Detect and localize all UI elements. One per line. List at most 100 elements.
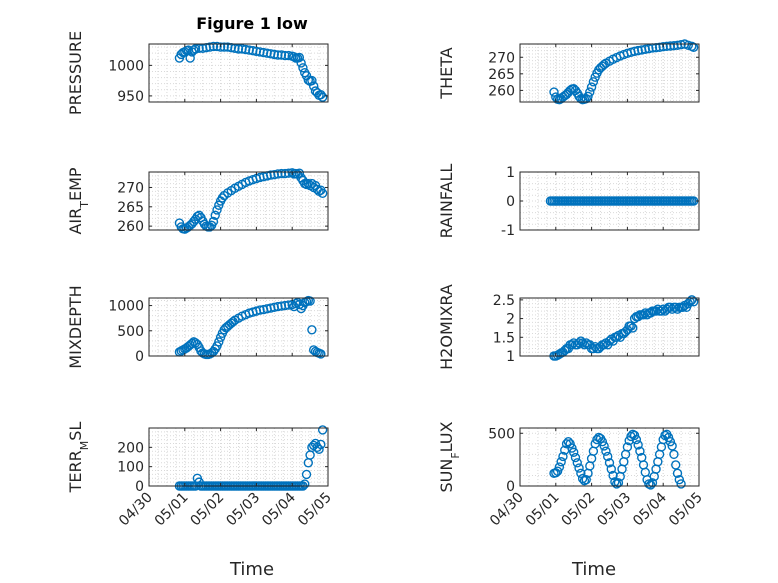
- data-point: [597, 437, 608, 447]
- axes-frame: [148, 427, 329, 487]
- y-axis-label-part: SL: [66, 422, 85, 441]
- data-point: [581, 474, 591, 485]
- data-point: [631, 434, 642, 445]
- data-point: [585, 87, 595, 97]
- data-point: [687, 295, 697, 305]
- data-point: [233, 44, 244, 54]
- data-point: [586, 82, 597, 92]
- y-tick-label: 0: [135, 479, 144, 495]
- data-point: [601, 446, 611, 456]
- data-point: [205, 42, 215, 52]
- y-tick-label: 1: [506, 349, 515, 365]
- data-point: [276, 50, 287, 60]
- y-tick-label: 265: [117, 200, 144, 216]
- data-point: [645, 480, 656, 490]
- axes-background: [148, 297, 329, 357]
- data-point: [674, 474, 685, 485]
- data-series: [549, 39, 699, 105]
- data-point: [280, 300, 290, 311]
- data-point: [688, 42, 699, 53]
- data-point: [214, 337, 224, 347]
- y-axis-label-subscript: M: [78, 441, 91, 451]
- data-point: [307, 75, 317, 86]
- data-point: [570, 452, 581, 463]
- subplot-6: 1 1.5 2 2.5 H2OMIXRA: [437, 284, 700, 370]
- data-point: [276, 168, 287, 179]
- data-point: [663, 432, 674, 443]
- y-tick-label: 1000: [108, 58, 144, 74]
- y-tick-label: 2.5: [493, 293, 515, 309]
- data-point: [658, 41, 668, 52]
- x-tick-label: 05/04: [630, 489, 670, 529]
- x-tick-label: 05/05: [666, 490, 706, 530]
- x-tick-label: 05/03: [594, 490, 634, 530]
- y-axis-label-part: PRESSURE: [66, 31, 85, 115]
- subplot-1: 950 1000 PRESSURE: [66, 31, 329, 115]
- data-point: [669, 449, 679, 460]
- data-point: [298, 63, 308, 73]
- data-point: [565, 439, 575, 449]
- axes-frame: [148, 43, 329, 103]
- data-point: [567, 443, 577, 453]
- y-axis-label: PRESSURE: [66, 31, 85, 115]
- y-axis-label-part: LUX: [437, 421, 456, 452]
- data-point: [215, 42, 226, 52]
- data-point: [628, 323, 638, 333]
- y-axis-label-part: RAINFALL: [437, 164, 456, 239]
- x-axis-label-right: Time: [571, 559, 616, 580]
- data-point: [656, 306, 667, 316]
- data-point: [665, 437, 676, 447]
- data-point: [190, 44, 201, 54]
- y-tick-label: 200: [117, 440, 144, 456]
- data-point: [301, 469, 312, 480]
- y-axis-label-subscript: T: [78, 201, 91, 209]
- data-point: [603, 451, 613, 462]
- y-tick-label: 500: [117, 324, 144, 340]
- data-series: [545, 196, 699, 206]
- y-tick-label: 270: [117, 180, 144, 196]
- x-tick-label: 05/02: [559, 490, 599, 530]
- axes-background: [519, 43, 700, 103]
- x-tick-label: 04/30: [116, 490, 156, 530]
- y-tick-label: 950: [117, 89, 144, 105]
- data-point: [212, 205, 222, 215]
- data-point: [554, 462, 565, 472]
- data-point: [217, 193, 228, 203]
- data-series: [174, 41, 328, 102]
- x-tick-label: 05/02: [188, 490, 228, 530]
- data-point: [552, 466, 563, 476]
- axes-frame: [148, 297, 329, 357]
- data-point: [269, 170, 279, 180]
- data-point: [187, 338, 197, 349]
- y-tick-label: 1000: [108, 299, 144, 315]
- data-point: [665, 41, 676, 51]
- y-axis-label-part: AIR: [66, 208, 85, 235]
- data-point: [558, 451, 568, 462]
- data-point: [633, 440, 643, 450]
- data-point: [667, 441, 677, 451]
- data-point: [276, 301, 287, 311]
- y-tick-label: -1: [501, 223, 515, 239]
- axes-frame: [519, 427, 700, 487]
- y-axis-label-subscript: F: [449, 452, 462, 458]
- axes-background: [148, 427, 329, 487]
- data-point: [266, 170, 276, 180]
- data-point: [622, 442, 633, 452]
- y-tick-label: 265: [488, 67, 515, 83]
- axes-frame: [519, 297, 700, 357]
- data-point: [189, 45, 199, 55]
- data-point: [273, 169, 283, 179]
- data-point: [635, 446, 645, 456]
- y-tick-label: 0: [506, 479, 515, 495]
- data-point: [317, 188, 328, 198]
- figure-title: Figure 1 low: [196, 14, 308, 33]
- data-point: [317, 92, 328, 102]
- x-tick-label: 05/01: [523, 490, 563, 530]
- data-point: [307, 325, 317, 335]
- data-point: [676, 479, 686, 489]
